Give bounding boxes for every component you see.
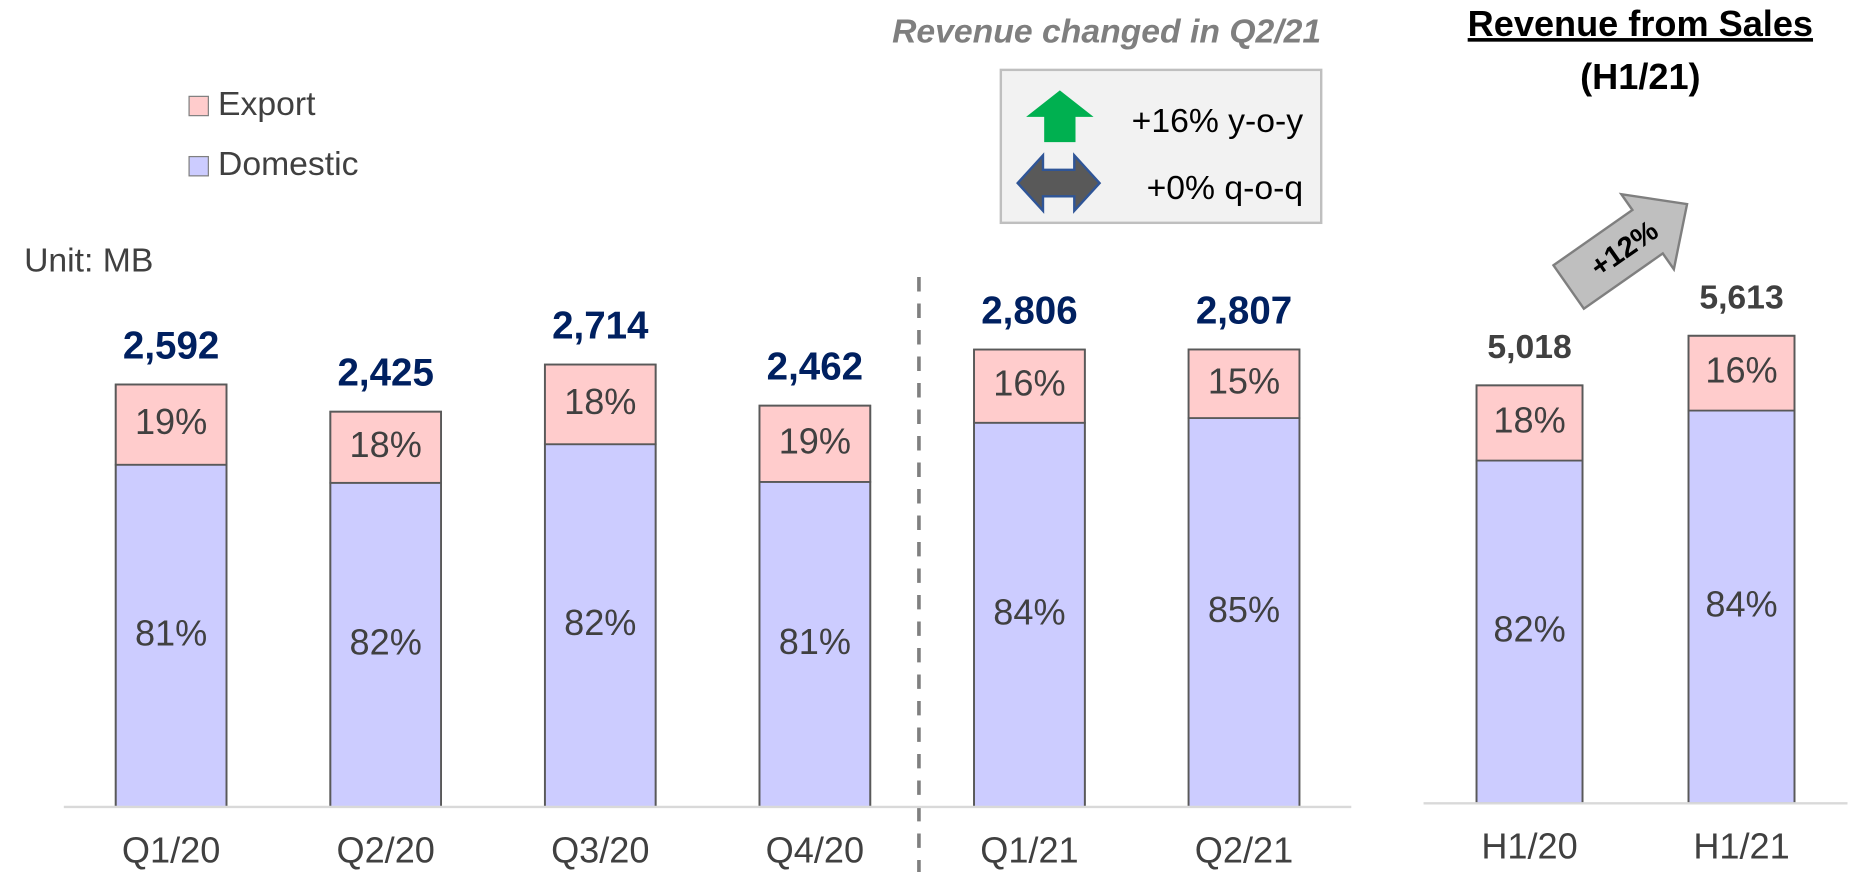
segment-label: 18% xyxy=(350,424,422,465)
arrow-shape xyxy=(1551,192,1689,311)
segment-label: 82% xyxy=(1493,608,1565,649)
segment-label: 15% xyxy=(1208,360,1280,401)
annotation-title: Revenue changed in Q2/21 xyxy=(892,13,1321,51)
unit-note: Unit: MB xyxy=(24,241,153,279)
double-arrow-icon xyxy=(1016,152,1102,214)
total-label: 5,018 xyxy=(1487,328,1571,366)
bar-segment xyxy=(1187,417,1301,808)
x-tick-label: Q1/20 xyxy=(122,829,220,870)
segment-label: 18% xyxy=(1493,399,1565,440)
legend-swatch xyxy=(188,95,209,117)
segment-label: 19% xyxy=(135,401,207,442)
bar-segment xyxy=(114,463,228,808)
segment-label: 16% xyxy=(993,363,1065,404)
segment-label: 82% xyxy=(564,602,636,643)
x-tick-label: H1/20 xyxy=(1481,826,1577,867)
x-tick-label: H1/21 xyxy=(1693,826,1789,867)
segment-label: 82% xyxy=(350,621,422,662)
chart-subtitle: (H1/21) xyxy=(1580,56,1700,97)
legend-label: Export xyxy=(218,85,316,123)
segment-label: 18% xyxy=(564,381,636,422)
legend-swatch xyxy=(188,155,209,177)
total-label: 2,806 xyxy=(981,290,1077,333)
segment-label: 16% xyxy=(1705,350,1777,391)
bar-segment xyxy=(1475,384,1584,462)
legend-label: Domestic xyxy=(218,145,359,183)
up-arrow-icon xyxy=(1026,90,1094,143)
total-label: 2,592 xyxy=(123,325,219,368)
total-label: 2,714 xyxy=(552,305,649,348)
growth-arrow: +12% xyxy=(1551,192,1689,311)
total-label: 2,807 xyxy=(1196,289,1292,332)
x-tick-label: Q2/20 xyxy=(336,829,434,870)
total-label: 2,425 xyxy=(338,352,434,395)
segment-label: 84% xyxy=(1705,583,1777,624)
x-tick-label: Q3/20 xyxy=(551,829,649,870)
segment-label: 81% xyxy=(779,621,851,662)
chart-title: Revenue from Sales xyxy=(1468,3,1813,44)
x-tick-label: Q2/21 xyxy=(1195,829,1293,870)
annotation-item: +0% q-o-q xyxy=(1147,169,1304,207)
bar-segment xyxy=(329,481,443,808)
total-label: 2,462 xyxy=(767,346,863,389)
segment-label: 81% xyxy=(135,612,207,653)
x-tick-label: Q4/20 xyxy=(766,829,864,870)
segment-label: 19% xyxy=(779,420,851,461)
x-tick-label: Q1/21 xyxy=(980,829,1078,870)
total-label: 5,613 xyxy=(1699,279,1783,317)
segment-label: 85% xyxy=(1208,589,1280,630)
annotation-item: +16% y-o-y xyxy=(1132,102,1304,140)
segment-label: 84% xyxy=(993,591,1065,632)
